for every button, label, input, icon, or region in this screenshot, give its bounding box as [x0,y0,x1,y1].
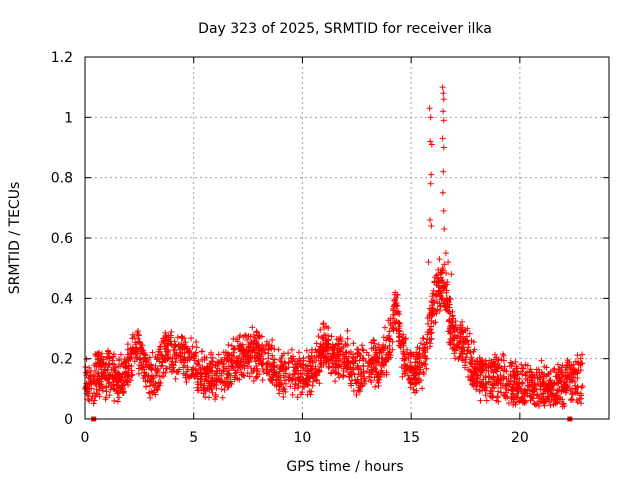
data-point [465,373,472,380]
data-point [350,387,357,394]
data-point [176,346,183,353]
data-point [289,391,296,398]
data-point [359,346,366,353]
data-points [82,84,586,422]
data-point [194,379,201,386]
data-point [134,335,141,342]
data-point [466,330,473,337]
data-point [417,340,424,347]
x-axis-label: GPS time / hours [286,459,403,475]
data-point [313,357,320,364]
data-point [114,390,121,397]
data-point [560,400,567,407]
y-tick-label: 0.8 [51,171,73,187]
data-point [221,386,228,393]
y-tick-label: 0.2 [51,352,73,368]
data-point [114,398,121,405]
data-point [219,361,226,368]
data-point [452,355,459,362]
data-point [577,355,584,362]
data-point [332,378,339,385]
x-tick-label: 5 [189,430,198,446]
y-tick-label: 0.6 [51,231,73,247]
y-tick-label: 1.2 [51,50,73,66]
grid-layer [85,57,609,419]
data-point [287,383,294,390]
data-point [371,340,378,347]
chart-title: Day 323 of 2025, SRMTID for receiver ilk… [198,21,492,37]
data-point [350,340,357,347]
data-point [228,342,235,349]
x-tick-label: 0 [81,430,90,446]
y-tick-label: 0 [64,412,73,428]
data-point [430,287,437,294]
data-point [263,338,270,345]
data-point [464,325,471,332]
y-tick-label: 0.4 [51,291,73,307]
data-point [135,365,142,372]
data-point [353,380,360,387]
x-tick-label: 20 [511,430,529,446]
data-point [195,358,202,365]
y-tick-label: 1 [64,110,73,126]
data-point [574,352,581,359]
x-tick-label: 15 [402,430,420,446]
data-point [563,364,570,371]
data-point [215,351,222,358]
data-point [381,324,388,331]
y-axis-label: SRMTID / TECUs [7,182,23,295]
data-point [294,394,301,401]
data-point [111,397,118,404]
data-point [252,358,259,365]
data-point [400,331,407,338]
data-point [422,361,429,368]
data-point [262,349,269,356]
data-point [299,383,306,390]
data-point [344,335,351,342]
data-point [218,386,225,393]
data-point [336,374,343,381]
x-tick-label: 10 [294,430,312,446]
data-point [172,375,179,382]
data-point [538,357,545,364]
data-point [355,364,362,371]
